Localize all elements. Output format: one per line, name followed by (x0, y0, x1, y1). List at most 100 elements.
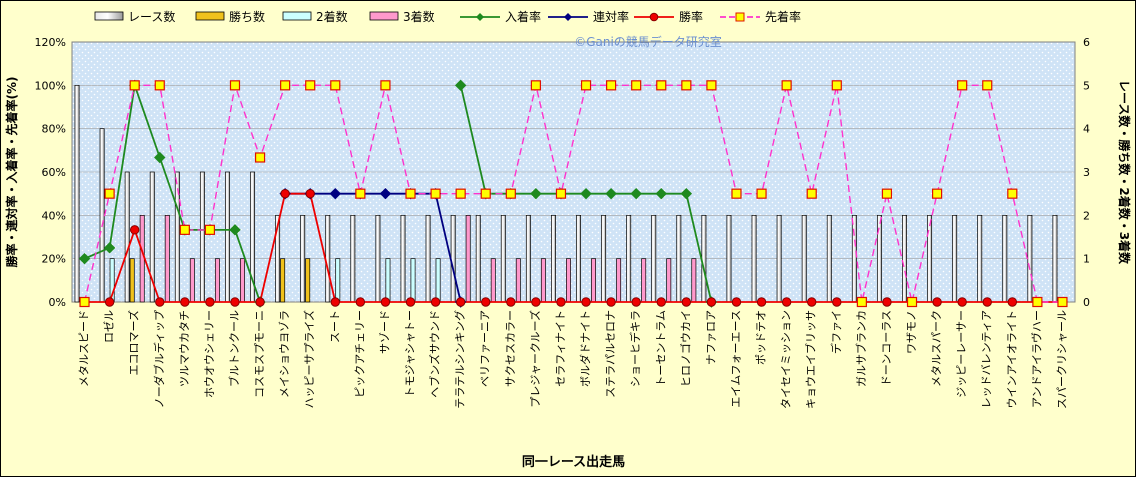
point-3-39 (1057, 296, 1068, 308)
x-tick-label: ドーンコーラス (880, 310, 893, 386)
point-3-36 (982, 80, 993, 91)
point-2-19 (556, 297, 566, 307)
y-tick-label-right: 6 (1083, 36, 1090, 49)
y-tick-label-left: 60% (42, 166, 66, 179)
legend-marker (476, 13, 484, 21)
bar-2-12 (385, 258, 391, 303)
bar-0-19 (551, 214, 556, 303)
y-tick-label-right: 4 (1083, 123, 1090, 136)
point-2-2 (129, 225, 140, 235)
point-3-13 (405, 188, 416, 199)
x-tick-label: ガルサブランカ (854, 310, 868, 387)
x-tick-label: ツルマウカタチ (178, 310, 191, 387)
y-axis-title-right: レース数・勝ち数・2着数・3着数 (1117, 80, 1132, 265)
x-tick-label: エコロマーズ (127, 310, 141, 375)
bar-0-29 (801, 214, 807, 303)
point-2-9 (305, 188, 315, 199)
bar-0-28 (776, 214, 782, 303)
point-0-1 (103, 242, 116, 254)
legend-item-3: 3着数 (369, 9, 435, 24)
legend-label: 連対率 (593, 9, 629, 24)
point-2-36 (982, 297, 992, 307)
bar-0-33 (902, 214, 907, 303)
bar-0-27 (751, 214, 757, 303)
point-3-26 (731, 188, 742, 199)
point-0-3 (154, 151, 166, 164)
point-1-10 (329, 187, 341, 200)
bar-0-30 (826, 214, 832, 303)
legend-swatch (369, 11, 399, 21)
point-3-3 (154, 80, 165, 91)
point-3-12 (380, 80, 391, 91)
point-0-23 (655, 187, 667, 200)
bar-3-3 (164, 214, 170, 303)
x-tick-label: ワザモノ (905, 310, 918, 354)
point-2-24 (681, 297, 692, 307)
bar-3-15 (465, 214, 471, 303)
point-3-28 (781, 80, 792, 91)
bar-3-4 (189, 258, 195, 303)
x-tick-label: コスモスプモーニ (253, 310, 266, 398)
bar-3-18 (540, 258, 546, 303)
point-2-1 (104, 297, 115, 307)
point-2-17 (506, 297, 516, 307)
point-0-0 (78, 252, 91, 265)
point-3-27 (756, 188, 767, 199)
bar-3-2 (139, 214, 145, 303)
x-tick-label: サクセスカラー (504, 310, 517, 387)
y-tick-label-left: 100% (35, 79, 66, 92)
point-0-22 (630, 187, 642, 200)
legend-marker (735, 12, 745, 22)
legend-item-4: 入着率 (460, 9, 541, 24)
x-tick-label: ポッドテオ (755, 310, 768, 365)
bar-3-16 (490, 258, 496, 303)
x-tick-label: アンドアイラヴハー (1029, 310, 1043, 408)
legend-item-0: レース数 (94, 9, 175, 24)
point-3-11 (355, 188, 366, 199)
y-tick-label-left: 40% (42, 209, 66, 222)
bar-0-38 (1027, 214, 1033, 303)
legend-swatch (195, 11, 225, 21)
x-tick-label: ベリファーニア (479, 310, 492, 387)
point-3-25 (706, 80, 717, 91)
point-2-29 (807, 297, 817, 307)
x-tick-label: ジッピーレーサー (955, 310, 968, 398)
point-3-10 (330, 80, 341, 91)
x-tick-label: エイムフォーエース (729, 310, 742, 408)
point-3-15 (455, 188, 466, 199)
point-0-24 (680, 187, 693, 200)
point-2-6 (230, 297, 240, 307)
bar-0-18 (525, 214, 531, 303)
point-2-11 (355, 297, 366, 307)
bar-0-3 (149, 171, 155, 303)
point-0-15 (454, 79, 467, 92)
x-tick-label: レッドバレンティア (980, 310, 993, 408)
point-3-9 (305, 80, 316, 91)
point-2-21 (606, 297, 616, 307)
x-tick-label: ロゼル (103, 310, 116, 343)
bar-0-6 (225, 171, 230, 303)
point-2-35 (957, 297, 967, 307)
point-2-23 (656, 297, 666, 307)
x-tick-label: サゾード (378, 310, 391, 354)
point-0-21 (605, 187, 617, 200)
bar-3-22 (641, 258, 647, 303)
bar-1-2 (129, 258, 135, 303)
legend-label: 先着率 (765, 9, 801, 24)
bar-0-31 (851, 214, 857, 303)
legend-marker (649, 12, 659, 22)
x-tick-label: ノーダブルディップ (152, 310, 166, 408)
point-3-19 (555, 188, 567, 199)
point-2-3 (155, 297, 165, 307)
point-3-5 (204, 224, 216, 235)
x-tick-label: スパークリシャール (1055, 310, 1068, 409)
x-tick-label: メタルスパーク (930, 310, 943, 387)
x-tick-label: トーセントラム (654, 310, 667, 387)
x-tick-label: スート (328, 310, 341, 343)
point-3-34 (931, 188, 943, 199)
point-3-7 (254, 152, 266, 163)
legend-label: レース数 (128, 9, 175, 24)
x-tick-label: キョウエイブリッサ (804, 310, 818, 409)
